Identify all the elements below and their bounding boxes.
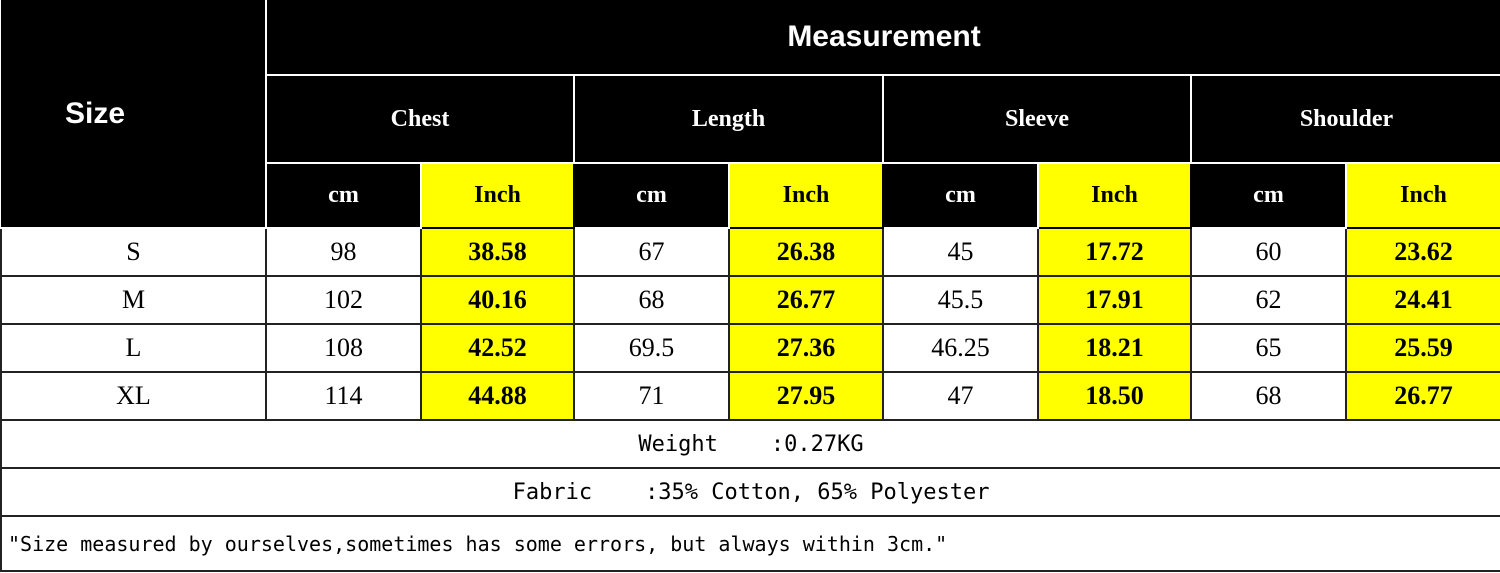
cm-value-cell: 45.5 (882, 275, 1039, 325)
cm-value-cell: 108 (265, 323, 422, 373)
table-row: S 98 38.58 67 26.38 45 17.72 60 23.62 (0, 227, 1500, 277)
size-cell: S (0, 227, 267, 277)
unit-inch: Inch (1344, 162, 1500, 229)
inch-value-cell: 26.38 (728, 227, 884, 277)
cm-value-cell: 45 (882, 227, 1039, 277)
length-header: Length (573, 74, 884, 164)
cm-value-cell: 68 (573, 275, 730, 325)
sleeve-header: Sleeve (882, 74, 1192, 164)
weight-value: :0.27KG (770, 431, 864, 457)
inch-value-cell: 17.72 (1037, 227, 1192, 277)
cm-value-cell: 47 (882, 371, 1039, 421)
unit-inch: Inch (420, 162, 575, 229)
size-cell: L (0, 323, 267, 373)
fabric-row: Fabric :35% Cotton, 65% Polyester (0, 467, 1500, 517)
chest-header: Chest (265, 74, 575, 164)
weight-label: Weight (638, 431, 718, 457)
cm-value-cell: 62 (1190, 275, 1347, 325)
table-row: M 102 40.16 68 26.77 45.5 17.91 62 24.41 (0, 275, 1500, 325)
size-cell: M (0, 275, 267, 325)
measurement-header: Measurement (264, 0, 1500, 76)
inch-value-cell: 18.50 (1037, 371, 1192, 421)
inch-value-cell: 18.21 (1037, 323, 1192, 373)
inch-value-cell: 24.41 (1344, 275, 1500, 325)
cm-value-cell: 102 (265, 275, 422, 325)
inch-value-cell: 23.62 (1344, 227, 1500, 277)
fabric-value: :35% Cotton, 65% Polyester (645, 479, 990, 505)
inch-value-cell: 27.36 (728, 323, 884, 373)
cm-value-cell: 98 (265, 227, 422, 277)
weight-row: Weight :0.27KG (0, 419, 1500, 469)
shoulder-header: Shoulder (1189, 74, 1500, 164)
inch-value-cell: 40.16 (420, 275, 575, 325)
unit-inch: Inch (728, 162, 884, 229)
inch-value-cell: 26.77 (728, 275, 884, 325)
size-header: Size (1, 0, 267, 229)
inch-value-cell: 26.77 (1344, 371, 1500, 421)
table-row: L 108 42.52 69.5 27.36 46.25 18.21 65 25.59 (0, 323, 1500, 373)
inch-value-cell: 17.91 (1037, 275, 1192, 325)
cm-value-cell: 65 (1190, 323, 1347, 373)
table-row: XL 114 44.88 71 27.95 47 18.50 68 26.77 (0, 371, 1500, 421)
size-cell: XL (0, 371, 267, 421)
inch-value-cell: 42.52 (420, 323, 575, 373)
cm-value-cell: 67 (573, 227, 730, 277)
unit-cm: cm (573, 162, 730, 229)
inch-value-cell: 44.88 (420, 371, 575, 421)
note-row: "Size measured by ourselves,sometimes ha… (0, 515, 1500, 572)
cm-value-cell: 68 (1190, 371, 1347, 421)
inch-value-cell: 25.59 (1344, 323, 1500, 373)
cm-value-cell: 46.25 (882, 323, 1039, 373)
inch-value-cell: 38.58 (420, 227, 575, 277)
unit-inch: Inch (1037, 162, 1192, 229)
cm-value-cell: 60 (1190, 227, 1347, 277)
unit-cm: cm (882, 162, 1039, 229)
cm-value-cell: 71 (573, 371, 730, 421)
unit-cm: cm (265, 162, 422, 229)
fabric-label: Fabric (512, 479, 593, 505)
cm-value-cell: 69.5 (573, 323, 730, 373)
unit-cm: cm (1190, 162, 1347, 229)
cm-value-cell: 114 (265, 371, 422, 421)
inch-value-cell: 27.95 (728, 371, 884, 421)
